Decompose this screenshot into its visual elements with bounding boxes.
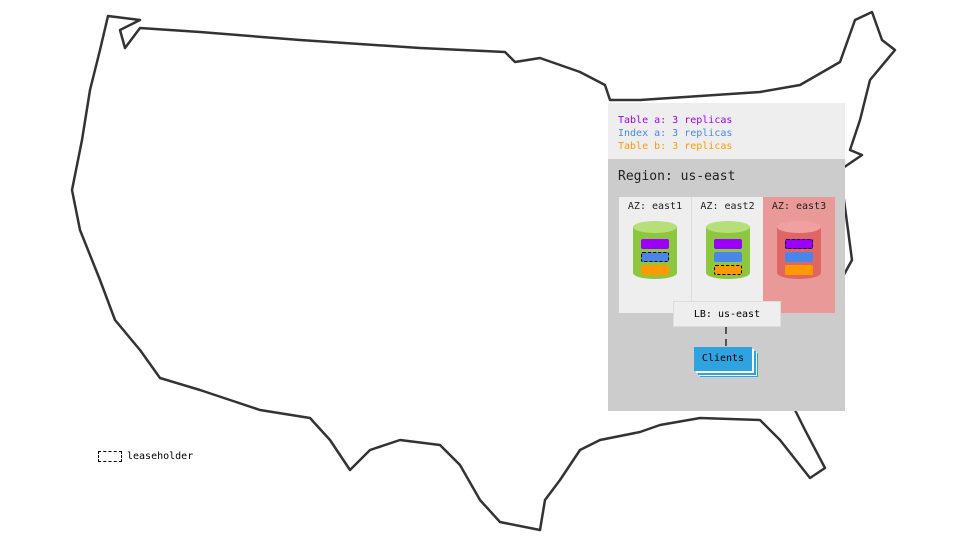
az-east3: AZ: east3 [763, 197, 835, 313]
database-node-failed [777, 221, 821, 285]
az-label: AZ: east1 [627, 201, 683, 212]
database-node [706, 221, 750, 285]
database-node [633, 221, 677, 285]
az-east2: AZ: east2 [691, 197, 763, 313]
az-label: AZ: east2 [700, 201, 755, 212]
az-east1: AZ: east1 [619, 197, 691, 313]
replica-table-b-leaseholder [714, 265, 742, 275]
replica-legend: Table a: 3 replicas Index a: 3 replicas … [608, 103, 845, 159]
az-label: AZ: east3 [771, 201, 827, 212]
legend-table-b: Table b: 3 replicas [618, 141, 733, 152]
replica-table-b [641, 265, 669, 275]
replica-table-b [785, 265, 813, 275]
region-title: Region: us-east [618, 169, 736, 184]
load-balancer: LB: us-east [673, 301, 781, 327]
replica-table-a [641, 239, 669, 249]
legend-index-a: Index a: 3 replicas [618, 128, 733, 139]
region-us-east: Region: us-east AZ: east1 AZ: east2 AZ: … [608, 159, 845, 411]
replica-index-a-leaseholder [641, 252, 669, 262]
clients-stack: Clients [694, 347, 752, 371]
leaseholder-key: leaseholder [98, 451, 193, 462]
dashed-box-icon [98, 451, 122, 462]
replica-table-a-leaseholder [785, 239, 813, 249]
replica-table-a [714, 239, 742, 249]
replica-index-a [785, 252, 813, 262]
leaseholder-label: leaseholder [127, 451, 194, 462]
replica-index-a [714, 252, 742, 262]
legend-table-a: Table a: 3 replicas [618, 115, 733, 126]
